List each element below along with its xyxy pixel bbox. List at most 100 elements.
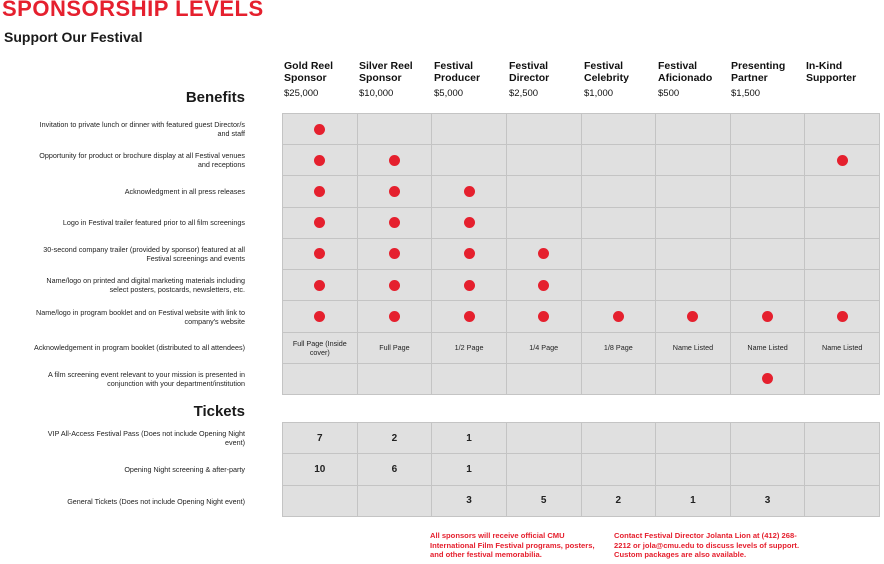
cell-value: Name Listed <box>672 343 714 353</box>
grid-cell <box>580 421 657 455</box>
grid-cell <box>431 237 507 271</box>
grid-cell <box>431 362 507 395</box>
included-dot-icon <box>836 154 848 166</box>
grid-cell <box>804 206 880 239</box>
grid-cell <box>431 206 507 239</box>
grid-cell <box>431 300 507 333</box>
grid-cell <box>356 144 433 177</box>
included-dot-icon <box>463 279 475 291</box>
tier-header: Festival Aficionado $500 <box>658 60 730 100</box>
included-dot-icon <box>314 310 326 322</box>
tier-header: In-Kind Supporter <box>806 60 878 88</box>
grid-cell: 1 <box>431 453 507 486</box>
grid-cell <box>729 175 806 208</box>
included-dot-icon <box>388 217 400 229</box>
grid-cell <box>804 269 880 302</box>
tier-name: Presenting Partner <box>731 60 786 84</box>
grid-cell <box>804 300 880 333</box>
grid-cell: Name Listed <box>729 331 806 364</box>
cell-value: 1/8 Page <box>603 343 633 353</box>
included-dot-icon <box>314 248 326 260</box>
grid-cell <box>580 144 657 177</box>
cell-value: 1 <box>466 463 472 475</box>
grid-cell <box>729 300 806 333</box>
grid-cell: 1/8 Page <box>580 331 657 364</box>
page-subtitle: Support Our Festival <box>4 29 143 45</box>
included-dot-icon <box>538 248 550 260</box>
grid-cell <box>580 237 657 271</box>
row-label-text: General Tickets (Does not include Openin… <box>67 496 245 506</box>
grid-cell <box>804 144 880 177</box>
grid-cell <box>655 269 731 302</box>
tier-header: Gold Reel Sponsor $25,000 <box>284 60 356 100</box>
row-label-text: Acknowledgment in all press releases <box>124 186 245 196</box>
row-label-text: A film screening event relevant to your … <box>48 370 245 389</box>
included-dot-icon <box>538 310 550 322</box>
cell-value: 7 <box>317 432 323 444</box>
row-label-text: Opportunity for product or brochure disp… <box>39 150 245 169</box>
grid-cell <box>655 237 731 271</box>
included-dot-icon <box>687 310 699 322</box>
benefit-label: Invitation to private lunch or dinner wi… <box>30 113 245 144</box>
grid-cell <box>505 112 582 146</box>
grid-cell <box>356 300 433 333</box>
grid-cell <box>580 269 657 302</box>
grid-cell: 1 <box>431 421 507 455</box>
cell-value: Full Page (Inside cover) <box>292 338 347 357</box>
grid-cell <box>804 175 880 208</box>
row-label-text: Acknowledgement in program booklet (dist… <box>34 343 245 353</box>
tier-price: $1,500 <box>731 88 761 99</box>
included-dot-icon <box>388 248 400 260</box>
grid-cell <box>282 484 358 518</box>
tier-name: Festival Aficionado <box>658 60 713 84</box>
grid-cell <box>580 300 657 333</box>
cell-value: 3 <box>466 495 472 507</box>
row-label-text: Name/logo in program booklet and on Fest… <box>36 307 245 326</box>
grid-cell <box>655 206 731 239</box>
ticket-label: VIP All-Access Festival Pass (Does not i… <box>30 422 245 454</box>
grid-cell <box>505 269 582 302</box>
cell-value: 3 <box>764 495 771 507</box>
grid-cell <box>729 237 806 271</box>
grid-cell: 1/4 Page <box>505 331 582 364</box>
grid-cell: 6 <box>356 453 433 486</box>
cell-value: 2 <box>391 432 398 444</box>
ticket-label: Opening Night screening & after-party <box>30 454 245 486</box>
included-dot-icon <box>463 310 475 322</box>
grid-cell: Full Page <box>356 331 433 364</box>
tier-name: In-Kind Supporter <box>806 60 857 84</box>
tier-header: Festival Celebrity $1,000 <box>584 60 656 100</box>
grid-cell <box>282 112 358 146</box>
grid-cell: 1/2 Page <box>431 331 507 364</box>
grid-cell <box>505 237 582 271</box>
cell-value: 2 <box>615 495 622 507</box>
tier-price: $500 <box>658 88 680 99</box>
tier-price: $25,000 <box>284 88 319 99</box>
grid-cell <box>655 112 731 146</box>
grid-cell <box>356 484 433 518</box>
row-label-text: 30-second company trailer (provided by s… <box>43 244 245 263</box>
grid-cell: 3 <box>431 484 507 518</box>
included-dot-icon <box>463 217 475 229</box>
grid-cell <box>804 421 880 455</box>
tickets-heading: Tickets <box>193 403 245 420</box>
tier-header: Festival Director $2,500 <box>509 60 581 100</box>
included-dot-icon <box>314 154 326 166</box>
grid-cell <box>356 237 433 271</box>
benefit-label: 30-second company trailer (provided by s… <box>30 238 245 269</box>
included-dot-icon <box>836 310 848 322</box>
grid-cell <box>655 421 731 455</box>
grid-cell <box>580 175 657 208</box>
grid-cell <box>729 269 806 302</box>
cell-value: Name Listed <box>747 343 788 353</box>
cell-value: 1 <box>690 495 696 507</box>
benefit-label: Name/logo in program booklet and on Fest… <box>30 301 245 332</box>
grid-cell: Name Listed <box>804 331 880 364</box>
grid-cell <box>356 112 433 146</box>
benefit-label: Name/logo on printed and digital marketi… <box>30 270 245 301</box>
cell-value: Full Page <box>379 343 410 353</box>
grid-cell: 2 <box>580 484 657 518</box>
grid-cell <box>655 144 731 177</box>
grid-cell <box>282 144 358 177</box>
grid-cell <box>804 112 880 146</box>
